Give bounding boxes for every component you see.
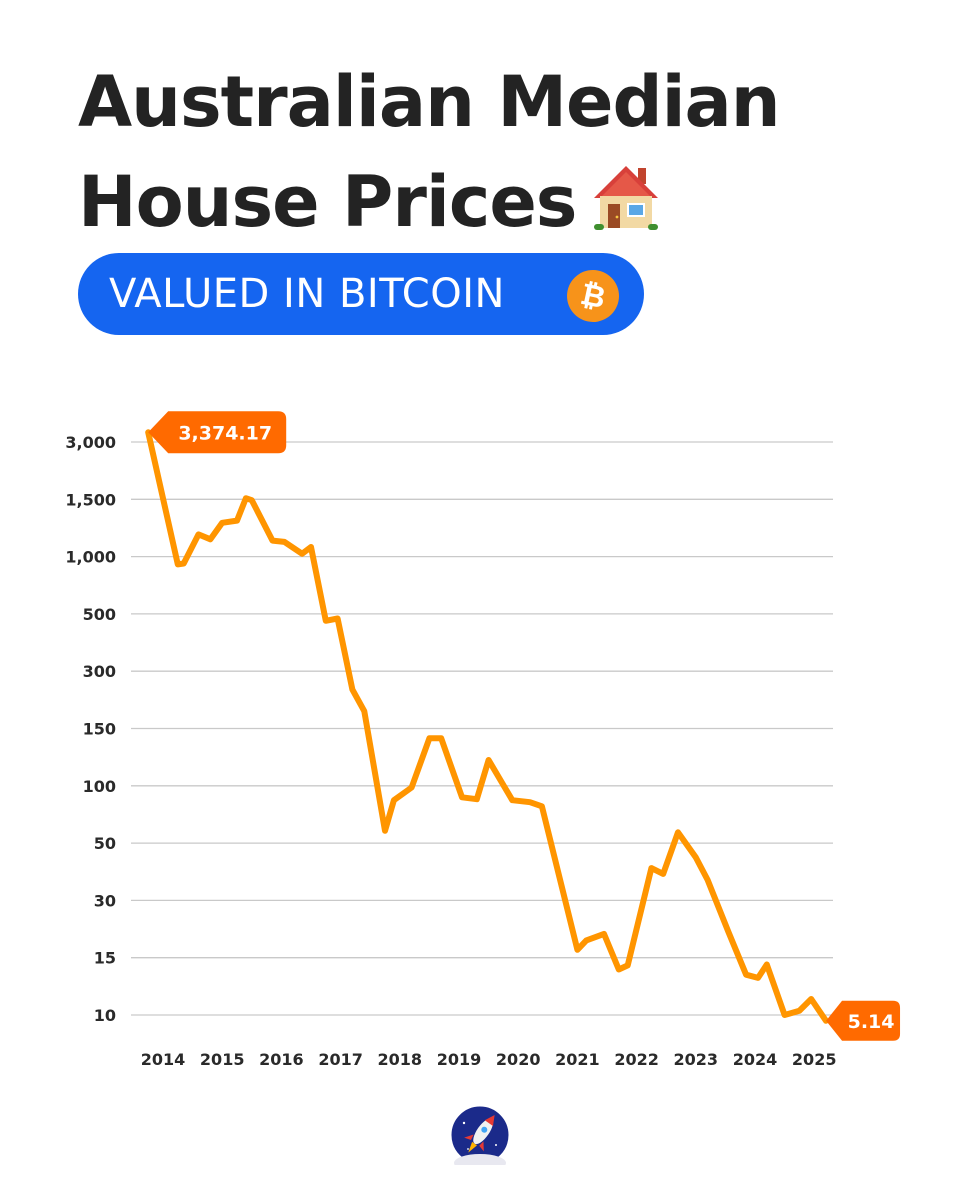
y-tick-label: 100 — [83, 777, 116, 796]
x-tick-label: 2022 — [614, 1050, 659, 1069]
y-axis-ticks: 10 15 30 50 100 150 300 500 1,000 1,500 3,000 — [65, 433, 116, 1025]
y-tick-label: 500 — [83, 605, 116, 624]
callout-start-shape — [148, 411, 287, 454]
series-line-price — [145, 429, 829, 1024]
x-tick-label: 2024 — [733, 1050, 778, 1069]
x-tick-label: 2014 — [141, 1050, 186, 1069]
callout-start-label: 3,374.17 — [178, 422, 272, 444]
x-tick-label: 2020 — [496, 1050, 541, 1069]
x-tick-label: 2016 — [259, 1050, 304, 1069]
y-tick-label: 150 — [83, 720, 116, 739]
y-tick-label: 1,000 — [65, 548, 116, 567]
title-line-1: Australian Median — [78, 61, 781, 143]
callout-end-shape — [826, 1000, 901, 1041]
line-chart: 10 15 30 50 100 150 300 500 1,000 1,500 3,000 2014… — [65, 411, 901, 1069]
y-tick-label: 3,000 — [65, 433, 116, 452]
callout-end: 5.14 — [826, 1000, 901, 1041]
callout-start: 3,374.17 — [148, 411, 287, 454]
x-tick-label: 2023 — [674, 1050, 719, 1069]
house-emoji-icon — [590, 160, 662, 260]
x-axis-ticks: 2014 2015 2016 2017 2018 2019 2020 2021 2022 2023… — [141, 1050, 837, 1069]
y-tick-label: 300 — [83, 662, 116, 681]
rocket-logo-icon — [450, 1105, 510, 1165]
y-tick-label: 10 — [94, 1006, 116, 1025]
x-tick-label: 2019 — [437, 1050, 482, 1069]
y-tick-label: 30 — [94, 891, 116, 910]
x-tick-label: 2018 — [378, 1050, 423, 1069]
badge-label: VALUED IN BITCOIN — [109, 271, 505, 317]
callout-end-label: 5.14 — [848, 1011, 895, 1033]
x-tick-label: 2021 — [555, 1050, 600, 1069]
x-tick-label: 2025 — [792, 1050, 837, 1069]
y-tick-label: 1,500 — [65, 490, 116, 509]
valued-in-bitcoin-badge: VALUED IN BITCOIN — [78, 253, 644, 335]
title-line-2: House Prices — [78, 161, 577, 243]
y-tick-label: 15 — [94, 949, 116, 968]
page-title: Australian Median House Prices — [78, 52, 878, 260]
y-tick-label: 50 — [94, 834, 116, 853]
x-tick-label: 2015 — [200, 1050, 245, 1069]
x-tick-label: 2017 — [318, 1050, 363, 1069]
